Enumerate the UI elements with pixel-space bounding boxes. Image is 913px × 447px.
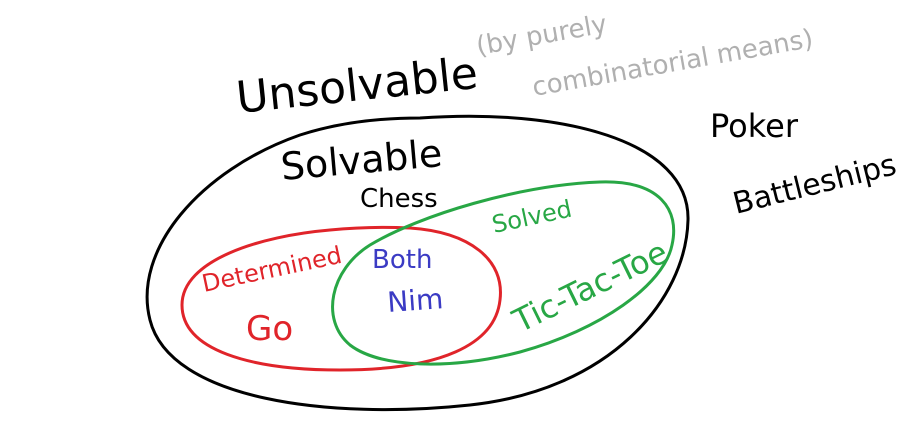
poker-label: Poker <box>710 107 799 145</box>
solved-region <box>331 180 676 366</box>
both-label: Both <box>372 245 432 275</box>
solved-label: Solved <box>489 195 574 239</box>
solvable-ellipse <box>145 114 690 412</box>
chess-label: Chess <box>360 184 438 214</box>
go-label: Go <box>246 309 293 349</box>
unsolvable-label: Unsolvable <box>234 48 480 124</box>
combinatorial-note-line1: (by purely <box>474 9 609 61</box>
nim-label: Nim <box>386 282 444 319</box>
determined-region <box>180 225 502 372</box>
solvable-label: Solvable <box>279 131 444 189</box>
determined-label: Determined <box>199 241 344 298</box>
battleships-label: Battleships <box>729 147 899 221</box>
